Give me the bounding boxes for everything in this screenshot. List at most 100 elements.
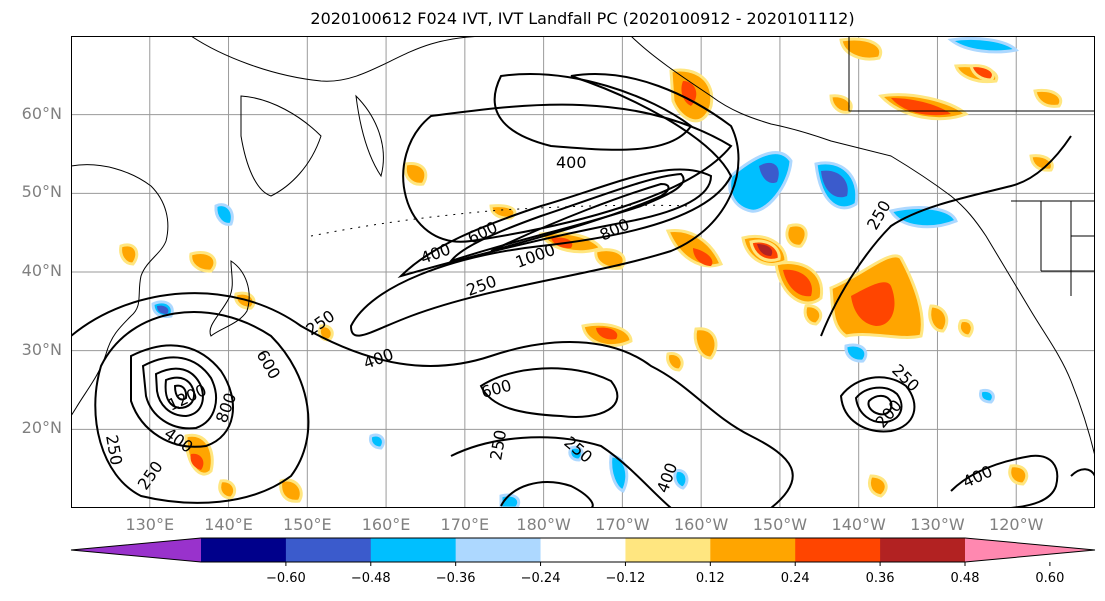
ivt-contour: [130, 344, 234, 448]
pos-patch: [928, 304, 949, 333]
neg-patch: [568, 445, 584, 462]
contour-label: 250: [134, 457, 167, 493]
pos-patch: [829, 94, 853, 114]
neg-patch: [759, 162, 779, 184]
longitude-label: 160°W: [673, 515, 729, 534]
neg-patch: [979, 388, 995, 404]
pos-patch: [119, 243, 139, 266]
ivt-contour: [493, 73, 693, 151]
pos-patch: [489, 204, 517, 220]
pos-patch: [1008, 464, 1029, 486]
contour-label: 250: [560, 433, 596, 467]
pos-patch: [851, 282, 895, 326]
kamchatka-coast: [355, 94, 384, 178]
pos-patch: [969, 64, 995, 82]
colorbar-segment: [540, 538, 626, 562]
ivt-contour: [402, 103, 733, 243]
ivt-contour: [164, 376, 196, 410]
latitude-label: 60°N: [21, 103, 62, 123]
colorbar-segment: [625, 538, 711, 562]
pos-patch: [803, 304, 823, 326]
longitude-label: 150°W: [752, 515, 808, 534]
colorbar-segment: [285, 538, 372, 562]
contour-label: 1200: [165, 380, 210, 414]
longitude-label: 170°E: [440, 515, 490, 534]
pos-patch: [693, 248, 713, 266]
neg-patch: [888, 206, 958, 229]
pos-patch: [867, 474, 888, 498]
contour-label: 250: [486, 428, 510, 461]
colorbar-extend-high: [965, 538, 1095, 562]
neg-patch: [157, 305, 169, 314]
ivt-contour: [839, 376, 916, 433]
ivt-contour: [141, 356, 217, 430]
colorbar-segment: [880, 538, 966, 562]
ivt-pc-shading: [119, 36, 1063, 508]
longitude-label: 140°E: [204, 515, 253, 534]
japan-coast: [209, 260, 250, 337]
longitude-label: 130°W: [910, 515, 965, 534]
colorbar-outline: [70, 537, 1096, 563]
pos-patch: [666, 352, 684, 372]
contour-label: 600: [479, 376, 513, 402]
ivt-contour: [490, 182, 670, 252]
latitude-label: 20°N: [21, 418, 62, 438]
colorbar-segment: [795, 538, 881, 562]
asia-coast: [71, 164, 169, 417]
neg-patch: [369, 433, 385, 450]
ivt-contour: [479, 367, 619, 418]
colorbar-tick-label: −0.60: [265, 571, 306, 586]
map-frame: [71, 36, 1095, 508]
pos-patch: [693, 327, 718, 360]
longitude-label: 160°E: [361, 515, 411, 534]
canada-border: [848, 36, 1095, 112]
ivt-contour: [397, 168, 713, 279]
contour-label: 250: [464, 271, 499, 299]
okhotsk-coast: [240, 95, 322, 197]
pos-patch: [785, 223, 808, 248]
longitude-label: 130°E: [125, 515, 175, 534]
contour-label: 400: [556, 153, 587, 172]
pos-patch: [190, 453, 204, 470]
us-states: [1040, 201, 1095, 296]
ivt-contour: [94, 311, 310, 504]
ivt-contour: [71, 292, 794, 508]
ivt-contour: [867, 394, 893, 416]
ivt-contour: [349, 73, 740, 337]
neg-patch: [947, 36, 1020, 54]
ivt-contour: [450, 436, 672, 508]
ivt-contour: [173, 384, 188, 401]
colorbar-segment: [455, 538, 542, 562]
colorbar-tick-label: 0.48: [950, 571, 980, 586]
longitude-label: 170°W: [595, 515, 650, 534]
colorbar-tick-label: 0.60: [1035, 571, 1065, 586]
pos-patch: [783, 269, 812, 297]
aleutians: [310, 204, 692, 237]
colorbar-tick-label: 0.12: [695, 571, 725, 586]
pos-patch: [957, 318, 974, 338]
contour-label: 600: [253, 347, 285, 383]
alaska-coast: [630, 36, 1095, 457]
latitude-label: 40°N: [21, 261, 62, 280]
plot-title: 2020100612 F024 IVT, IVT Landfall PC (20…: [310, 9, 855, 28]
pos-patch: [757, 244, 773, 256]
pos-patch: [1033, 88, 1063, 108]
pos-patch: [596, 327, 618, 340]
coastlines: [71, 36, 1095, 457]
neg-patch: [214, 203, 234, 226]
map-canvas: 400 600 1000 800 400 250 250 600 400 120…: [71, 36, 1095, 508]
colorbar-segment: [370, 538, 457, 562]
ivt-contour: [448, 172, 685, 263]
colorbar-tick-label: −0.24: [520, 571, 561, 586]
ivt-contour: [500, 481, 594, 508]
colorbar-tick-label: −0.48: [350, 571, 391, 586]
pos-patch: [839, 37, 883, 61]
colorbar-tick-label: 0.24: [780, 571, 810, 586]
map-panel: 400 600 1000 800 400 250 250 600 400 120…: [71, 36, 1095, 508]
contour-label: 400: [361, 344, 396, 372]
neg-patch: [821, 170, 848, 198]
pos-patch: [403, 161, 428, 186]
latitude-label: 50°N: [21, 182, 62, 202]
longitude-label: 180°W: [516, 515, 571, 534]
ivt-contour: [854, 386, 903, 424]
